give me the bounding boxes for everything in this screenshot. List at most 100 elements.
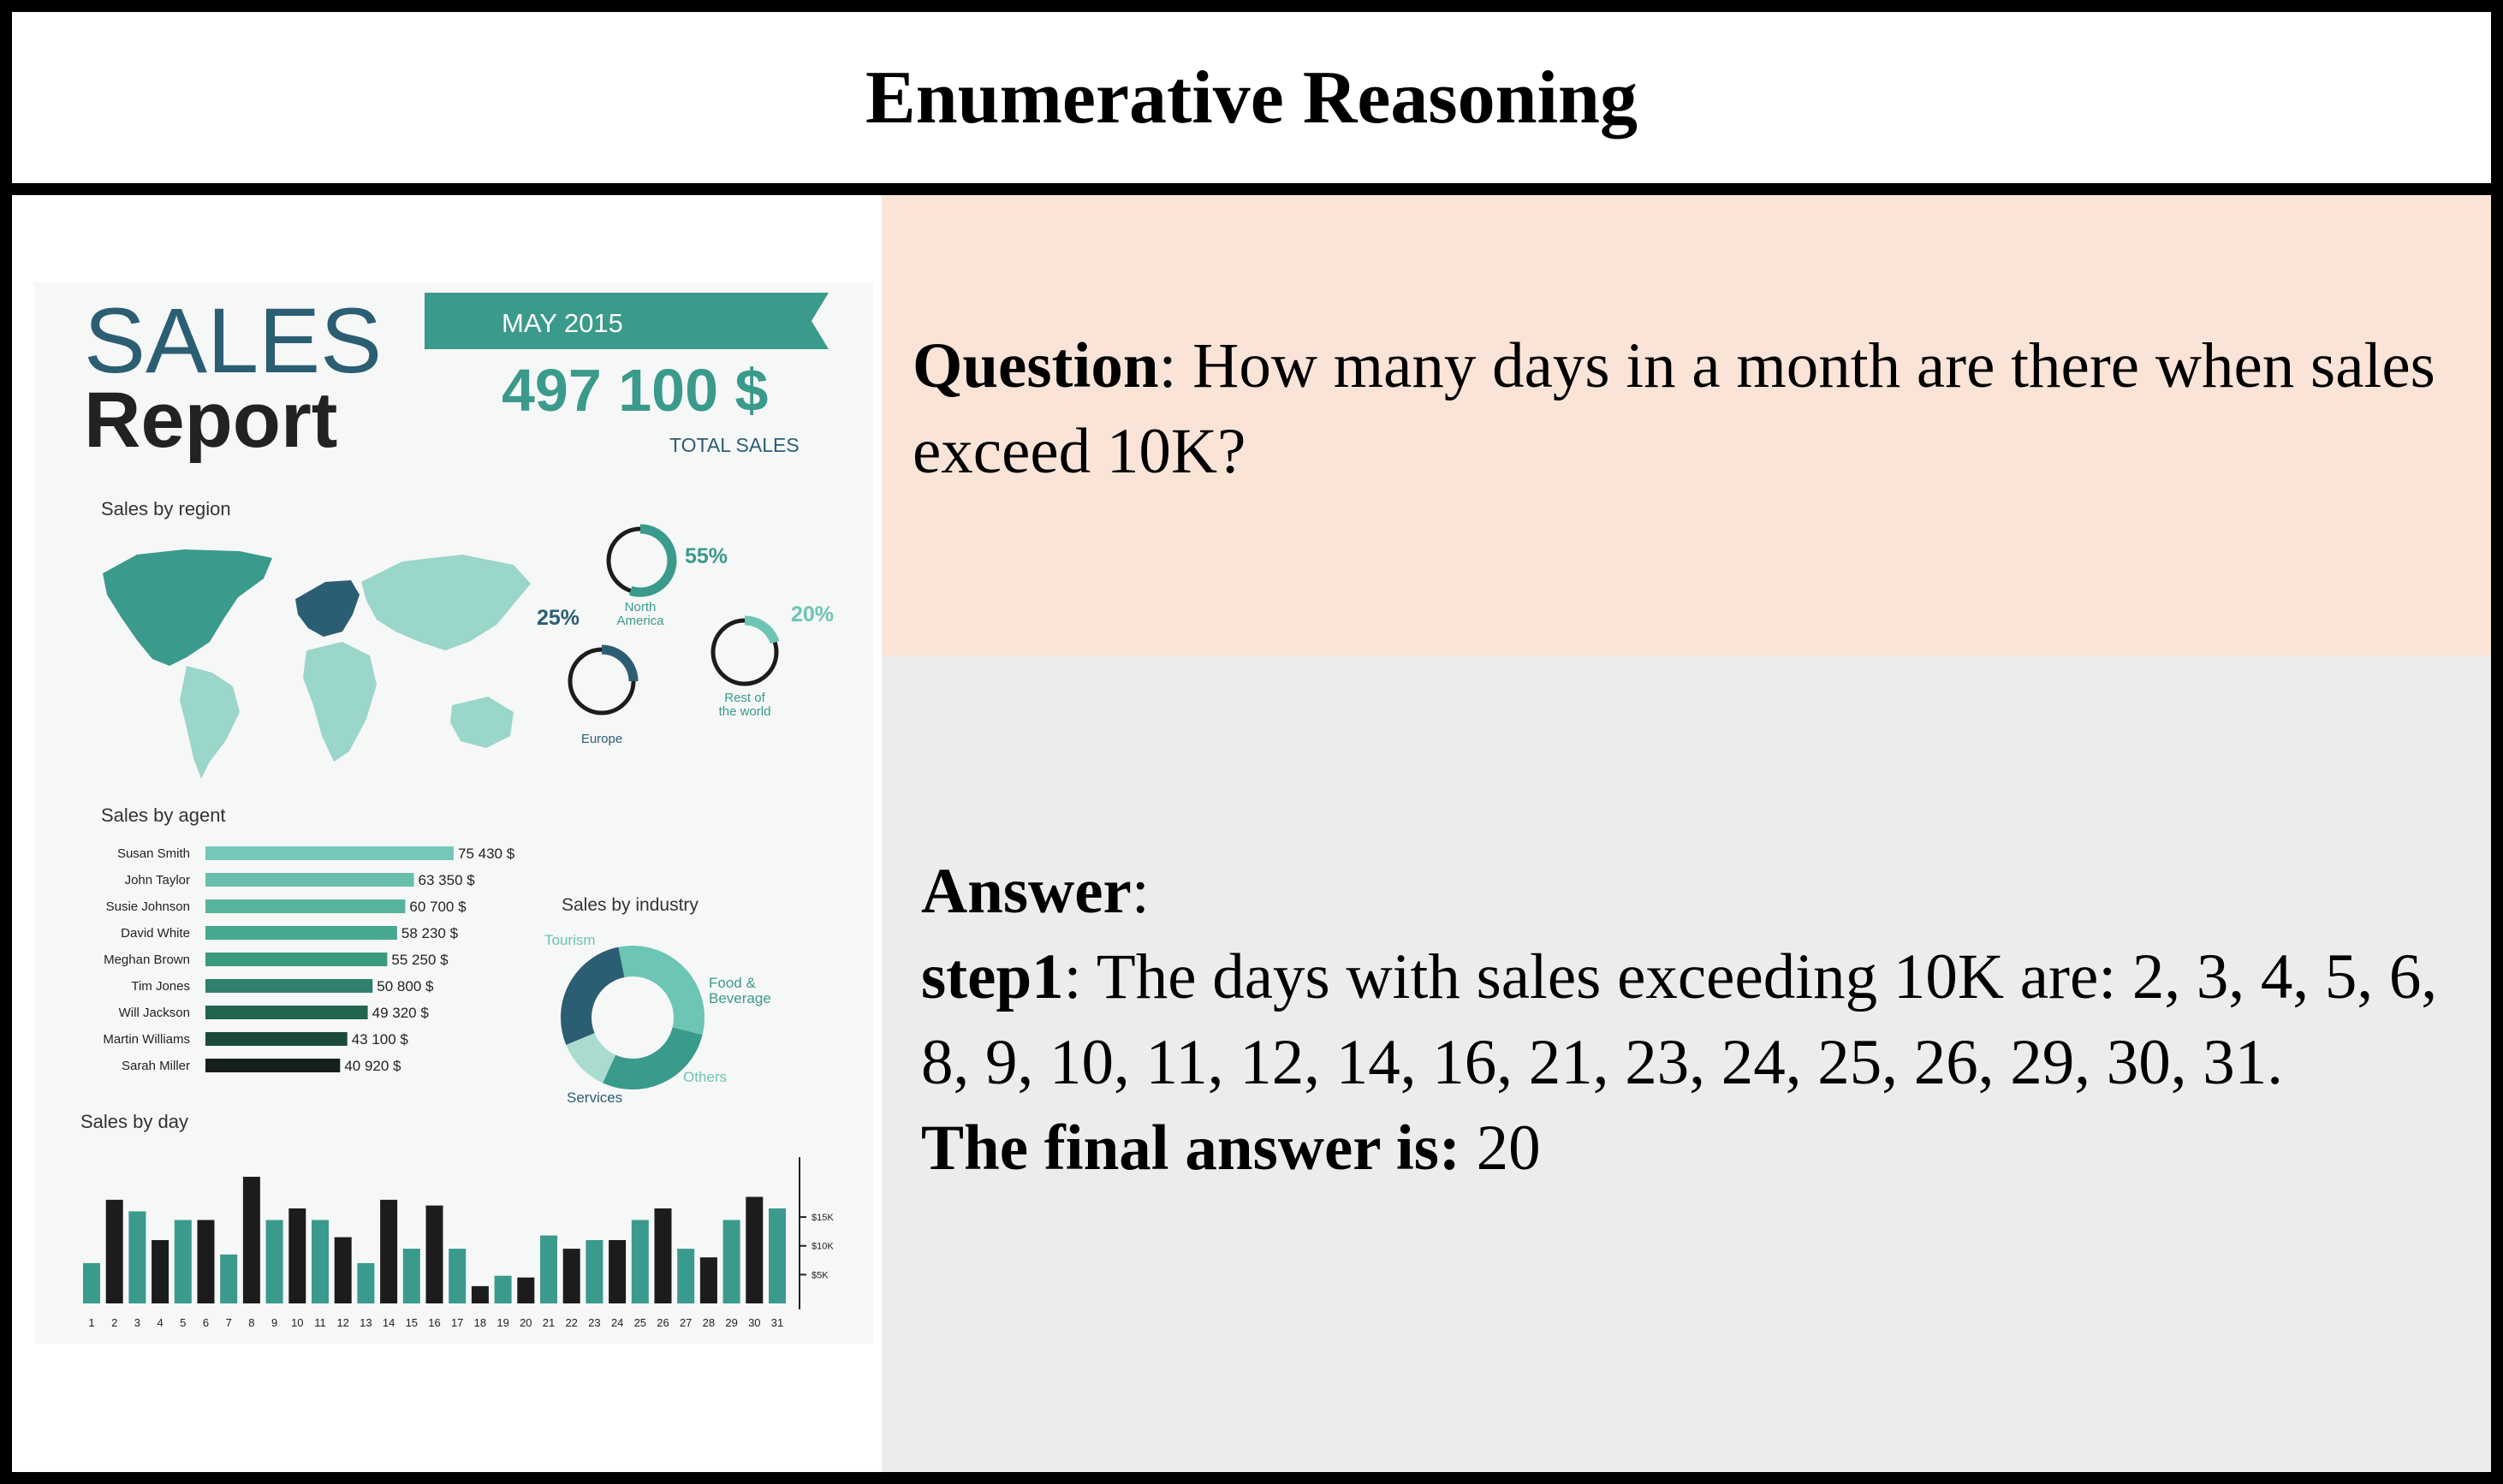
question-label: Question (913, 330, 1159, 401)
day-bar (631, 1220, 649, 1303)
day-tick-label: 2 (111, 1316, 117, 1329)
day-bar (517, 1277, 535, 1303)
day-tick-label: 18 (474, 1316, 486, 1329)
question-text-block: Question: How many days in a month are t… (913, 330, 2435, 487)
day-tick-label: 26 (657, 1316, 669, 1329)
day-tick-label: 22 (565, 1316, 577, 1329)
day-tick-label: 17 (451, 1316, 463, 1329)
day-tick-label: 16 (428, 1316, 440, 1329)
day-tick-label: 29 (725, 1316, 737, 1329)
map-australia (450, 697, 514, 748)
day-bar (83, 1262, 100, 1303)
day-bar (197, 1220, 215, 1303)
agent-name-label: Will Jackson (119, 1006, 190, 1020)
day-bar (540, 1235, 557, 1303)
agent-name-label: Sarah Miller (122, 1059, 190, 1073)
agent-value-label: 43 100 $ (352, 1031, 409, 1048)
day-bar (586, 1240, 603, 1303)
day-tick-label: 14 (383, 1316, 395, 1329)
day-tick-label: 30 (748, 1316, 760, 1329)
day-tick-label: 27 (680, 1316, 692, 1329)
day-bar (471, 1285, 489, 1303)
industry-title: Sales by industry (562, 895, 699, 915)
agent-title: Sales by agent (101, 804, 226, 826)
day-bar (312, 1220, 329, 1303)
day-bar (699, 1257, 717, 1303)
agent-bar (205, 1006, 368, 1019)
question-panel: Question: How many days in a month are t… (882, 195, 2491, 656)
map-europe (295, 580, 360, 637)
question-text: How many days in a month are there when … (913, 330, 2435, 487)
day-bar (425, 1205, 443, 1303)
day-tick-label: 15 (406, 1316, 418, 1329)
day-axis-label: $15K (812, 1213, 834, 1223)
total-sales-value: 497 100 $ (502, 357, 768, 424)
day-tick-label: 5 (180, 1316, 186, 1329)
agent-bar (205, 926, 397, 940)
map-north-america (103, 549, 272, 666)
day-bar (242, 1177, 260, 1303)
region-value-label: 20% (791, 603, 834, 626)
day-bar (220, 1254, 238, 1303)
day-tick-label: 11 (314, 1316, 326, 1329)
region-donut-arc (744, 615, 780, 644)
title-report: Report (84, 377, 337, 464)
agent-name-label: Martin Williams (103, 1032, 190, 1047)
agent-bar (205, 846, 454, 860)
region-name-label: Europe (581, 732, 622, 746)
day-tick-label: 24 (611, 1316, 623, 1329)
day-bar (494, 1275, 512, 1303)
day-bar (722, 1220, 740, 1303)
final-answer-label: The final answer is: (921, 1113, 1460, 1184)
day-bar (746, 1196, 764, 1303)
step-text: The days with sales exceeding 10K are: 2… (921, 941, 2438, 1098)
day-bar (677, 1249, 695, 1303)
region-name-label: North (625, 600, 657, 614)
day-tick-label: 4 (157, 1316, 163, 1329)
industry-slice (618, 946, 705, 1035)
industry-slice (566, 1032, 616, 1083)
industry-slice (561, 947, 626, 1045)
industry-label-services: Services (567, 1089, 622, 1106)
answer-panel: Answer: step1: The days with sales excee… (882, 656, 2491, 1472)
day-axis-label: $5K (812, 1270, 829, 1280)
title-sales: SALES (84, 288, 382, 392)
day-tick-label: 31 (771, 1316, 783, 1329)
day-tick-label: 25 (634, 1316, 646, 1329)
industry-label-tourism: Tourism (544, 932, 596, 948)
day-tick-label: 20 (520, 1316, 532, 1329)
map-africa (303, 642, 377, 762)
agent-bars: Susan Smith 75 430 $ John Taylor 63 350 $ Su… (103, 846, 514, 1074)
day-bar (288, 1208, 306, 1303)
agent-name-label: Susie Johnson (106, 899, 190, 914)
agent-name-label: John Taylor (125, 873, 190, 887)
day-tick-label: 10 (291, 1316, 303, 1329)
agent-value-label: 40 920 $ (344, 1058, 401, 1074)
industry-label-food: Food & (709, 975, 756, 991)
agent-bar (205, 979, 373, 993)
day-bar (174, 1220, 192, 1303)
industry-slice (603, 1026, 703, 1089)
region-name-label: the world (719, 704, 771, 719)
day-bar (128, 1211, 146, 1303)
agent-bar (205, 899, 406, 913)
map-asia (361, 555, 531, 650)
industry-label-others: Others (683, 1069, 727, 1085)
agent-name-label: Susan Smith (117, 846, 190, 861)
day-tick-label: 7 (226, 1316, 232, 1329)
region-title: Sales by region (101, 498, 231, 519)
total-sales-label: TOTAL SALES (669, 434, 800, 456)
agent-value-label: 58 230 $ (401, 925, 459, 941)
day-bar (609, 1240, 627, 1303)
day-tick-label: 21 (543, 1316, 555, 1329)
agent-bar (205, 1032, 348, 1046)
day-bar (152, 1240, 169, 1303)
infographic-svg: SALES Report MAY 2015 497 100 $ TOTAL SA… (80, 288, 834, 1329)
region-name-label: America (616, 614, 664, 628)
day-tick-label: 23 (588, 1316, 600, 1329)
month-label: MAY 2015 (502, 308, 623, 338)
agent-name-label: David White (121, 926, 190, 941)
day-tick-label: 12 (336, 1316, 348, 1329)
region-name-label: Rest of (724, 691, 765, 705)
